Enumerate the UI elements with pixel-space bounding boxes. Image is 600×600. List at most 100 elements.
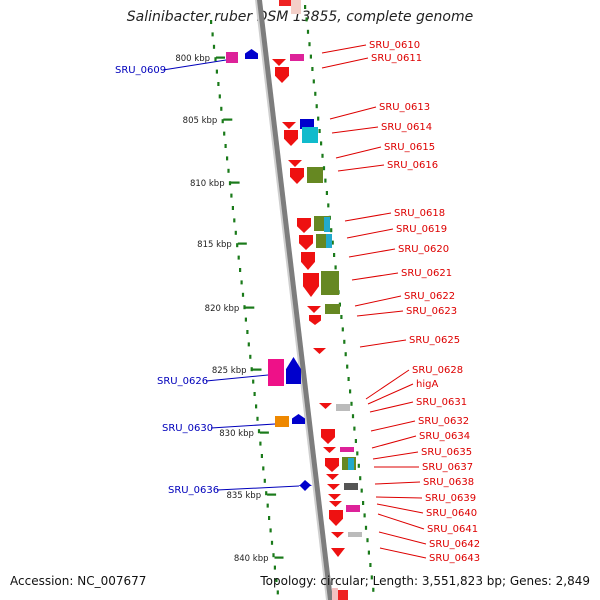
reverse-leader-line [344,212,392,222]
forward-gene-label[interactable]: SRU_0609 [115,65,166,76]
reverse-gene-label[interactable]: SRU_0610 [369,40,420,51]
reverse-gene-label[interactable]: SRU_0632 [418,416,469,427]
gene-feature-fwd[interactable] [299,485,311,491]
gene-feature-fwd[interactable] [286,357,301,384]
tick-dot [262,466,265,471]
gene-feature-rev[interactable] [331,532,344,538]
reverse-gene-label[interactable]: SRU_0641 [427,524,478,535]
gene-feature-rev[interactable] [284,130,298,146]
reverse-gene-label[interactable]: SRU_0637 [422,462,473,473]
reverse-gene-label[interactable]: SRU_0622 [404,291,455,302]
gene-feature-rev[interactable] [282,122,296,129]
gene-feature-rev[interactable] [340,447,354,452]
major-tick [223,118,233,121]
reverse-gene-label[interactable]: SRU_0614 [381,122,432,133]
gene-feature-rev[interactable] [324,217,330,232]
gene-feature-rev[interactable] [326,474,339,480]
tick-dot [320,141,323,146]
reverse-gene-label[interactable]: SRU_0618 [394,208,445,219]
forward-gene-label[interactable]: SRU_0636 [168,485,219,496]
gene-feature-rev[interactable] [348,532,362,537]
gene-feature-fwd[interactable] [268,359,284,386]
reverse-gene-label[interactable]: SRU_0625 [409,335,460,346]
gene-features [226,49,362,557]
gene-feature-rev[interactable] [346,505,360,512]
gene-feature-rev[interactable] [328,494,341,500]
gene-feature-rev[interactable] [329,501,342,507]
gene-feature-rev[interactable] [307,306,321,313]
gene-feature-rev[interactable] [348,458,354,470]
reverse-gene-label[interactable]: SRU_0611 [371,53,422,64]
gene-feature-rev[interactable] [275,67,289,83]
gene-feature-rev[interactable] [326,234,332,248]
tick-dot [256,416,259,421]
reverse-gene-label[interactable]: SRU_0640 [426,508,477,519]
reverse-gene-label[interactable]: higA [416,379,438,390]
gene-feature-fwd[interactable] [292,414,305,424]
tick-dot [250,367,253,372]
tick-dot [227,168,230,173]
reverse-gene-label[interactable]: SRU_0635 [421,447,472,458]
gene-feature-rev[interactable] [336,404,350,411]
partial-feature-bottom-2[interactable] [332,588,338,600]
gene-feature-rev[interactable] [325,458,339,472]
tick-dot [263,478,266,483]
gene-feature-rev[interactable] [290,54,304,61]
gene-feature-rev[interactable] [321,271,339,295]
reverse-gene-labels: SRU_0610 SRU_0611 SRU_0613 SRU_0614 SRU_0615… [321,40,480,564]
gene-feature-fwd[interactable] [299,480,312,486]
tick-dot [236,243,239,248]
gene-feature-rev[interactable] [325,304,340,314]
forward-gene-label[interactable]: SRU_0630 [162,423,213,434]
gene-feature-rev[interactable] [323,447,336,453]
reverse-gene-label[interactable]: SRU_0615 [384,142,435,153]
reverse-gene-label[interactable]: SRU_0639 [425,493,476,504]
gene-feature-rev[interactable] [299,235,313,250]
partial-feature-bottom[interactable] [334,590,348,600]
gene-feature-rev[interactable] [319,403,332,409]
reverse-gene-label[interactable]: SRU_0620 [398,244,449,255]
gene-feature-fwd[interactable] [275,416,289,427]
gene-feature-rev[interactable] [303,273,319,297]
reverse-gene-label[interactable]: SRU_0642 [429,539,480,550]
tick-dot [231,206,234,210]
partial-feature-top-2[interactable] [291,0,301,14]
reverse-gene-label[interactable]: SRU_0613 [379,102,430,113]
reverse-leader-line [321,44,367,54]
gene-feature-fwd[interactable] [245,49,258,59]
partial-feature-top[interactable] [279,0,291,6]
reverse-gene-label[interactable]: SRU_0616 [387,160,438,171]
gene-feature-fwd[interactable] [226,52,238,63]
gene-feature-rev[interactable] [327,484,340,490]
forward-gene-label[interactable]: SRU_0626 [157,376,208,387]
reverse-gene-label[interactable]: SRU_0619 [396,224,447,235]
tick-dot [331,240,334,245]
kbp-tick-label: 810 kbp [190,179,225,189]
tick-dot [275,578,278,582]
gene-feature-rev[interactable] [313,348,326,354]
reverse-gene-label[interactable]: SRU_0623 [406,306,457,317]
reverse-gene-label[interactable]: SRU_0631 [416,397,467,408]
reverse-gene-label[interactable]: SRU_0621 [401,268,452,279]
reverse-leader-line [321,57,369,69]
gene-feature-rev[interactable] [300,119,314,129]
gene-feature-rev[interactable] [288,160,302,167]
gene-feature-rev[interactable] [272,59,286,66]
gene-feature-rev[interactable] [321,429,335,444]
gene-feature-rev[interactable] [344,483,358,490]
gene-feature-rev[interactable] [297,218,311,233]
reverse-gene-label[interactable]: SRU_0643 [429,553,480,564]
reverse-leader-line [378,531,427,545]
reverse-gene-label[interactable]: SRU_0634 [419,431,470,442]
gene-feature-rev[interactable] [302,127,318,143]
gene-feature-rev[interactable] [290,168,304,184]
gene-feature-rev[interactable] [331,548,345,557]
gene-feature-rev[interactable] [301,252,315,270]
gene-feature-rev[interactable] [329,510,343,526]
tick-dot [340,315,343,319]
reverse-gene-label[interactable]: SRU_0628 [412,365,463,376]
gene-feature-rev[interactable] [307,167,323,183]
gene-feature-rev[interactable] [309,315,321,325]
reverse-gene-label[interactable]: SRU_0638 [423,477,474,488]
reverse-leader-line [346,228,394,239]
